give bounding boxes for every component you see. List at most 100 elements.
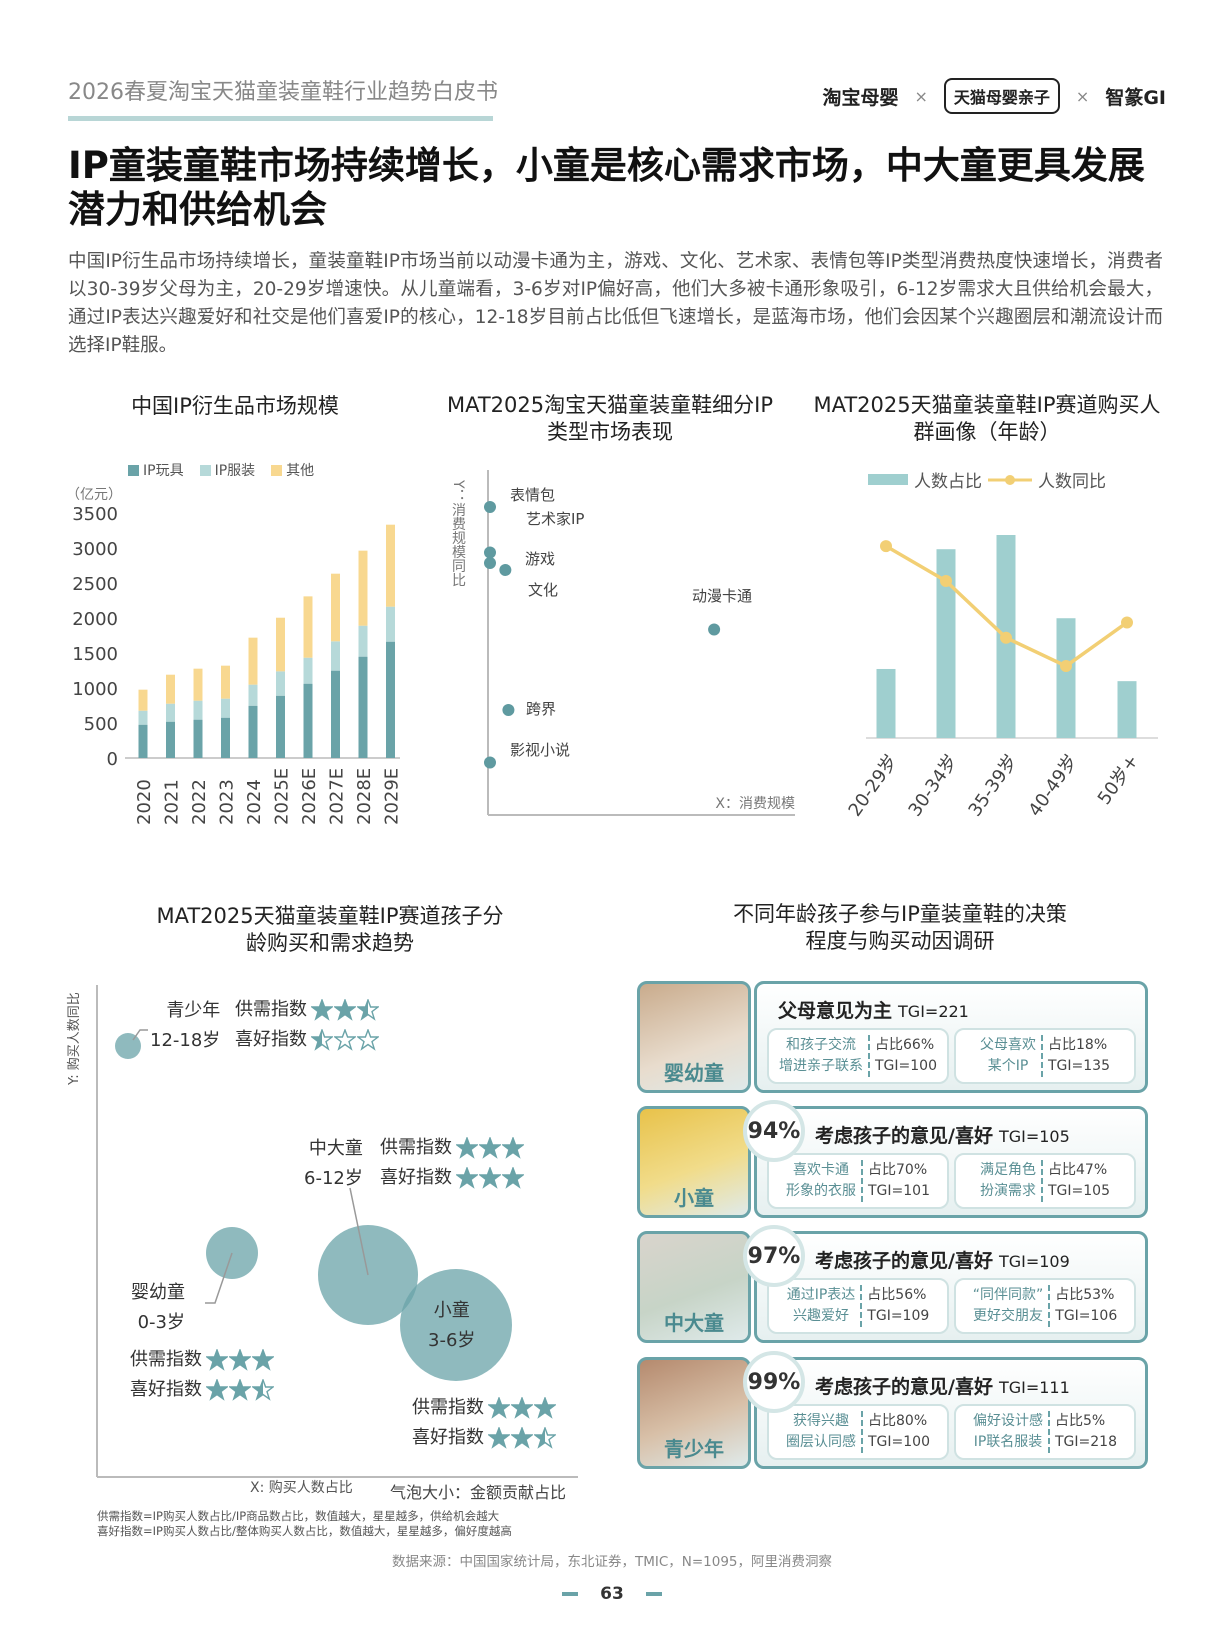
bubble-indices: 供需指数 喜好指数 (412, 1393, 556, 1453)
footnote: 喜好指数=IP购买人数占比/整体购买人数占比，数值越大，星星越多，偏好度越高 (97, 1524, 512, 1538)
star-icon (229, 1349, 251, 1371)
motive-item: 和孩子交流 增进亲子联系 占比66% TGI=100 (767, 1028, 949, 1084)
bubble-name: 青少年 12-18岁 (150, 1000, 221, 1051)
point-label: 表情包 (510, 486, 555, 504)
bar-segment (276, 617, 285, 672)
star-icon (334, 1029, 356, 1051)
age-group-tile: 青少年 (637, 1357, 751, 1469)
star-icon (252, 1349, 274, 1371)
x-tick-label: 30-34岁 (905, 751, 963, 821)
x-axis-label: X：消费规模 (715, 796, 795, 812)
star-icon (534, 1397, 556, 1419)
star-icon (534, 1427, 556, 1449)
x-tick-label: 2025E (272, 768, 293, 825)
legend-item: 其他 (271, 460, 314, 480)
bar-segment (221, 717, 230, 758)
star-icon (456, 1137, 478, 1159)
scatter-point (708, 623, 721, 636)
star-icon (456, 1167, 478, 1189)
percentage-badge: 94% (743, 1100, 805, 1162)
bubble-indices: 供需指数 喜好指数 (380, 1133, 524, 1193)
bar-segment (358, 656, 368, 758)
star-icon (502, 1167, 524, 1189)
bar-segment (331, 573, 340, 642)
page-headline: IP童装童鞋市场持续增长，小童是核心需求市场，中大童更具发展潜力和供给机会 (68, 144, 1145, 231)
x-tick-label: 2022 (189, 779, 210, 825)
market-size-chart: 0 500 1000 1500 2000 2500 3000 3500 2020 2021 2022… (72, 470, 1158, 825)
footnotes: 供需指数=IP购买人数占比/IP商品数占比，数值越大，星星越多，供给机会越大 喜… (97, 1509, 512, 1539)
legend-swatch (199, 464, 211, 476)
data-source: 数据来源：中国国家统计局，东北证券，TMIC，N=1095，阿里消费洞察 (391, 1554, 833, 1570)
bar-segment (331, 641, 340, 671)
star-icon (311, 999, 333, 1021)
line-point (1000, 631, 1012, 644)
age-group-label: 小童 (674, 1186, 714, 1210)
star-icon (334, 999, 356, 1021)
times-separator: × (914, 86, 928, 106)
scatter-point (484, 546, 496, 559)
point-label: 跨界 (526, 700, 556, 718)
bar-segment (303, 683, 313, 758)
bar-segment (386, 641, 395, 758)
card-heading: 考虑孩子的意见/喜好 TGI=109 (815, 1250, 1070, 1272)
bubble-name: 婴幼童 0-3岁 (131, 1282, 185, 1333)
star-icon (479, 1137, 501, 1159)
point-label: 艺术家IP (526, 510, 584, 528)
x-tick-label: 40-49岁 (1025, 751, 1083, 821)
survey-title: 不同年龄孩子参与IP童装童鞋的决策程度与购买动因调研 (733, 902, 1067, 953)
scatter-point (499, 564, 512, 576)
x-axis-label: X: 购买人数占比 (250, 1480, 353, 1496)
zhizhuan-logo: 智篆GI (1105, 86, 1166, 109)
survey-card: 考虑孩子的意见/喜好 TGI=111 获得兴趣 圈层认同感 占比80% TGI=100 偏好… (754, 1357, 1148, 1469)
star-icon (206, 1349, 228, 1371)
legend-label: 人数同比 (1038, 472, 1106, 492)
chart4-title: MAT2025天猫童装童鞋IP赛道孩子分龄购买和需求趋势 (156, 904, 504, 955)
y-axis-label: Y：消费规模同比 (450, 479, 466, 587)
bar-segment (166, 674, 175, 704)
line-point (1060, 660, 1072, 673)
motive-item: “同伴同款” 更好交朋友 占比53% TGI=106 (954, 1278, 1136, 1334)
legend-line-swatch (988, 474, 1032, 485)
bar-segment (276, 671, 285, 696)
motive-item: 喜欢卡通 形象的衣服 占比70% TGI=101 (767, 1153, 949, 1209)
line-point (940, 575, 952, 588)
footnote: 供需指数=IP购买人数占比/IP商品数占比，数值越大，星星越多，供给机会越大 (97, 1509, 500, 1523)
leader-line (205, 1252, 233, 1304)
star-icon (229, 1379, 251, 1401)
survey-card: 父母意见为主 TGI=221 和孩子交流 增进亲子联系 占比66% TGI=100 父母喜欢… (754, 981, 1148, 1093)
bar-segment (358, 550, 368, 626)
age-group-label: 中大童 (664, 1311, 724, 1335)
x-tick-label: 2028E (354, 768, 375, 825)
legend-swatch (128, 464, 139, 476)
star-icon (206, 1379, 228, 1401)
bar (1117, 681, 1137, 738)
divider (645, 1592, 662, 1596)
times-separator: × (1075, 86, 1090, 106)
point-label: 游戏 (525, 550, 555, 568)
card-heading: 父母意见为主 TGI=221 (778, 1000, 969, 1022)
bar-segment (248, 637, 258, 685)
percentage-badge: 99% (743, 1351, 805, 1413)
x-tick-label: 2024 (244, 779, 265, 825)
bubble-indices: 供需指数 喜好指数 (235, 995, 379, 1055)
y-axis-label: Y: 购买人数同比 (66, 992, 82, 1086)
chart1-title: 中国IP衍生品市场规模 (131, 394, 339, 418)
leader-line (349, 1187, 369, 1276)
bar-segment (221, 665, 230, 699)
star-icon (511, 1427, 533, 1449)
bar-segment (138, 689, 148, 711)
x-tick-label: 2023 (217, 779, 238, 825)
bubble-小童 (400, 1269, 512, 1381)
star-icon (357, 999, 379, 1021)
legend-label: 其他 (286, 463, 315, 479)
legend-swatch (271, 464, 283, 476)
y-tick-label: 500 (84, 714, 118, 735)
x-tick-label: 2026E (299, 768, 320, 825)
legend-item: IP服装 (199, 460, 255, 480)
bar (876, 668, 896, 738)
bar-segment (193, 700, 203, 720)
document-title: 2026春夏淘宝天猫童装童鞋行业趋势白皮书 (68, 80, 498, 105)
star-icon (488, 1427, 510, 1449)
tmall-logo: 天猫母婴亲子 (943, 78, 1060, 114)
bar-segment (166, 721, 175, 758)
